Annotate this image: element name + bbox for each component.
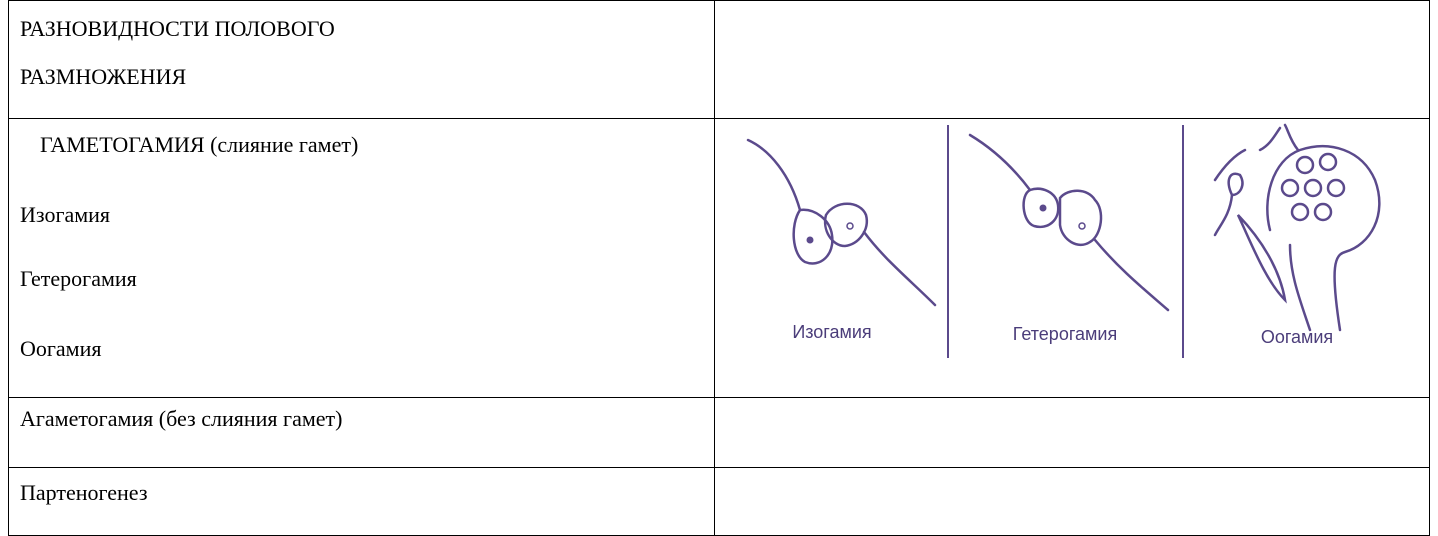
figure-label: Оогамия (1261, 327, 1333, 347)
item: Оогамия (20, 336, 102, 361)
border (714, 0, 715, 536)
item: Гетерогамия (20, 266, 137, 291)
border (8, 0, 9, 536)
border (8, 467, 1430, 468)
header-line: РАЗМНОЖЕНИЯ (20, 64, 187, 89)
border (8, 0, 1430, 1)
border (1429, 0, 1430, 536)
item: Изогамия (20, 202, 111, 227)
figure-label: Гетерогамия (1013, 324, 1117, 344)
row-text: Агаметогамия (без слияния гамет) (20, 406, 343, 431)
border (8, 397, 1430, 398)
row-text: Партеногенез (20, 480, 148, 505)
heterogamy-drawing (968, 133, 1170, 312)
section-title: ГАМЕТОГАМИЯ (слияние гамет) (40, 132, 359, 157)
isogamy-drawing (746, 138, 937, 307)
oogamy-drawing (1213, 123, 1381, 332)
header-line: РАЗНОВИДНОСТИ ПОЛОВОГО (20, 16, 335, 41)
border (8, 118, 1430, 119)
figure-label: Изогамия (792, 322, 871, 342)
